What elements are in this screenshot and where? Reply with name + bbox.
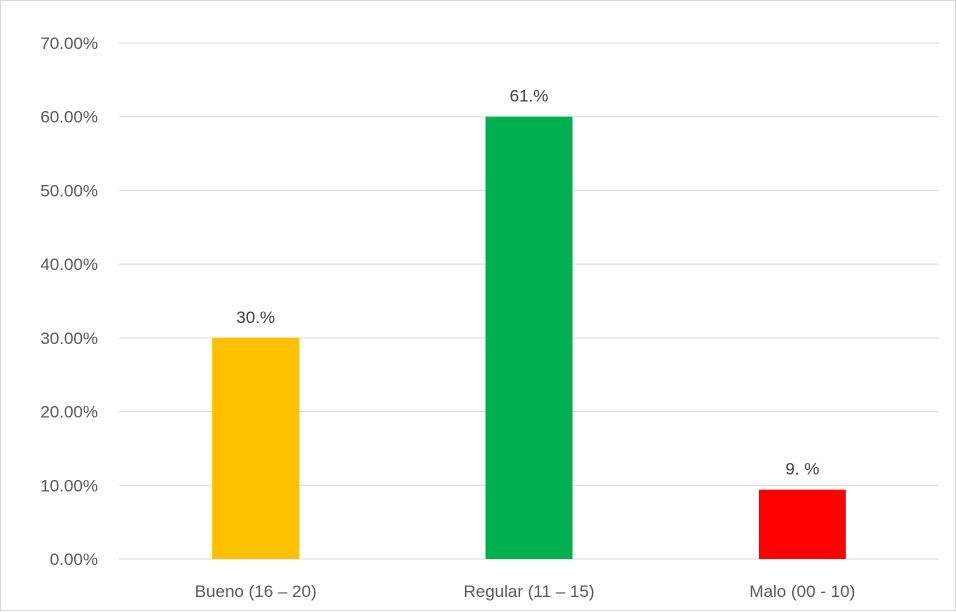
x-tick-label: Malo (00 - 10) [749,582,855,601]
y-tick-label: 70.00% [40,34,98,53]
y-tick-label: 0.00% [50,550,98,569]
bars [212,116,846,559]
y-tick-label: 60.00% [40,108,98,127]
y-tick-label: 40.00% [40,255,98,274]
y-tick-label: 50.00% [40,181,98,200]
data-label: 9. % [785,460,819,479]
data-label: 30.% [236,308,275,327]
bar-2 [485,116,573,559]
x-tick-label: Bueno (16 – 20) [195,582,317,601]
data-label: 61.% [510,87,549,106]
data-labels: 30.% 61.% 9. % [236,87,819,479]
x-axis-ticks: Bueno (16 – 20) Regular (11 – 15) Malo (00… [195,582,856,601]
bar-3 [758,489,846,559]
y-tick-label: 10.00% [40,476,98,495]
y-axis-ticks: 0.00% 10.00% 20.00% 30.00% 40.00% 50.00% 60.00… [40,34,98,569]
y-tick-label: 30.00% [40,329,98,348]
bar-1 [212,337,300,559]
y-tick-label: 20.00% [40,403,98,422]
x-tick-label: Regular (11 – 15) [463,582,594,601]
